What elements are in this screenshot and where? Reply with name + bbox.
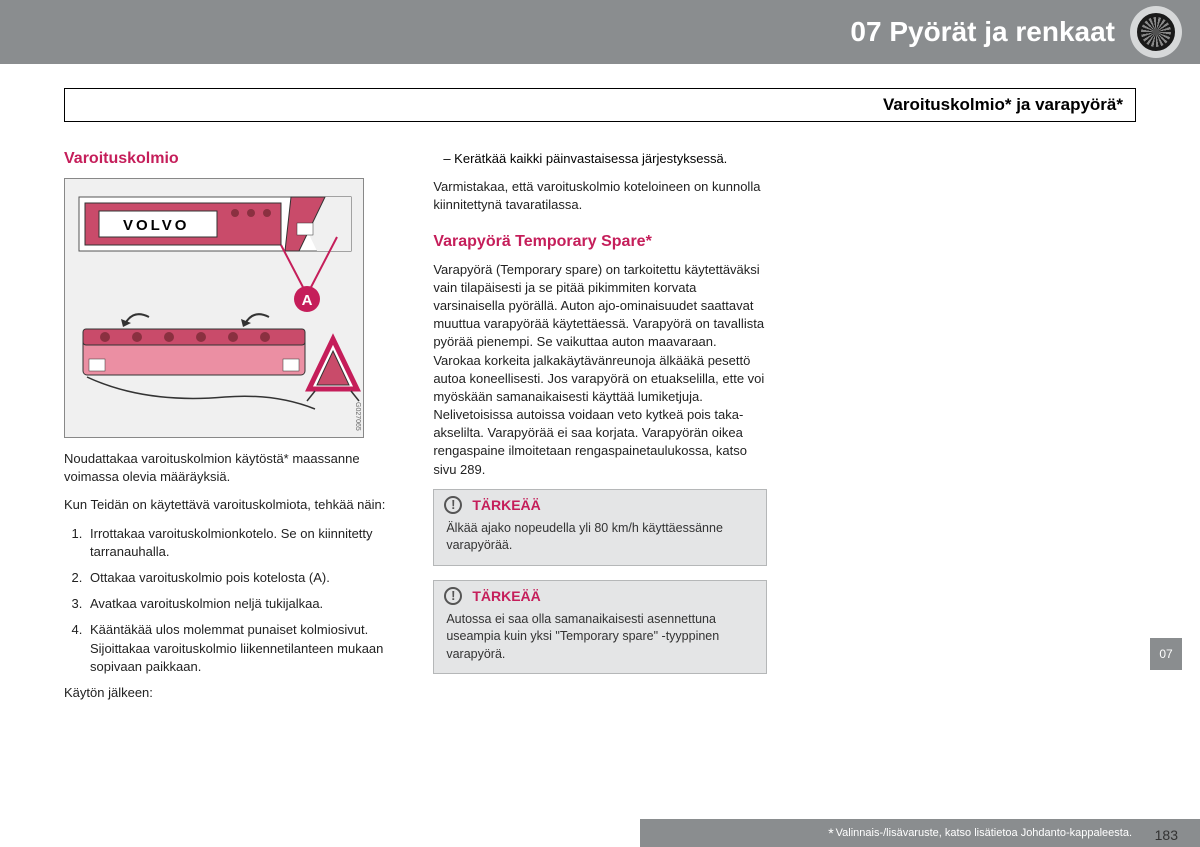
list-item: Ottakaa varoituskolmio pois kotelosta (A… — [86, 569, 397, 587]
important-label: TÄRKEÄÄ — [472, 497, 540, 513]
column-middle: – Kerätkää kaikki päinvastaisessa järjes… — [433, 150, 766, 712]
content-columns: Varoituskolmio VOLVO A — [0, 122, 1200, 712]
important-header: ! TÄRKEÄÄ — [434, 581, 765, 609]
section-title-box: Varoituskolmio* ja varapyörä* — [64, 88, 1136, 122]
para-spare-desc: Varapyörä (Temporary spare) on tarkoitet… — [433, 261, 766, 479]
column-left: Varoituskolmio VOLVO A — [64, 150, 397, 712]
volvo-logo-text: VOLVO — [123, 217, 189, 234]
important-box-single-spare: ! TÄRKEÄÄ Autossa ei saa olla samanaikai… — [433, 580, 766, 675]
marker-a: A — [302, 292, 313, 309]
exclamation-icon: ! — [444, 496, 462, 514]
important-body: Autossa ei saa olla samanaikaisesti asen… — [434, 609, 765, 674]
chapter-header: 07 Pyörät ja renkaat — [0, 0, 1200, 64]
figure-svg: VOLVO A — [65, 179, 365, 439]
side-tab: 07 — [1150, 638, 1182, 670]
important-label: TÄRKEÄÄ — [472, 588, 540, 604]
exclamation-icon: ! — [444, 587, 462, 605]
dash-collect: – Kerätkää kaikki päinvastaisessa järjes… — [433, 150, 766, 168]
list-item: Irrottakaa varoituskolmionkotelo. Se on … — [86, 525, 397, 561]
section-title: Varoituskolmio* ja varapyörä* — [883, 95, 1123, 114]
column-right — [803, 150, 1136, 712]
list-item: Avatkaa varoituskolmion neljä tukijalkaa… — [86, 595, 397, 613]
heading-varoituskolmio: Varoituskolmio — [64, 150, 397, 168]
steps-list: Irrottakaa varoituskolmionkotelo. Se on … — [64, 525, 397, 676]
list-item: Kääntäkää ulos molemmat punaiset kolmios… — [86, 621, 397, 676]
warning-triangle-figure: VOLVO A — [64, 178, 364, 438]
page-number: 183 — [1155, 827, 1178, 843]
heading-varapyora: Varapyörä Temporary Spare* — [433, 233, 766, 251]
para-after-use: Käytön jälkeen: — [64, 684, 397, 702]
footnote-star-icon: * — [828, 825, 833, 841]
important-body: Älkää ajako nopeudella yli 80 km/h käytt… — [434, 518, 765, 565]
important-header: ! TÄRKEÄÄ — [434, 490, 765, 518]
footer-text: Valinnais-/lisävaruste, katso lisätietoa… — [836, 827, 1132, 839]
important-box-speed: ! TÄRKEÄÄ Älkää ajako nopeudella yli 80 … — [433, 489, 766, 566]
tire-icon-inner — [1137, 13, 1175, 51]
para-ensure: Varmistakaa, että varoituskolmio koteloi… — [433, 178, 766, 214]
tire-icon — [1130, 6, 1182, 58]
para-instructions: Noudattakaa varoituskolmion käytöstä* ma… — [64, 450, 397, 486]
figure-code: G027065 — [354, 402, 361, 431]
chapter-title: 07 Pyörät ja renkaat — [850, 16, 1115, 48]
para-howto: Kun Teidän on käytettävä varoituskolmiot… — [64, 496, 397, 514]
footer-bar: * Valinnais-/lisävaruste, katso lisätiet… — [640, 819, 1200, 847]
